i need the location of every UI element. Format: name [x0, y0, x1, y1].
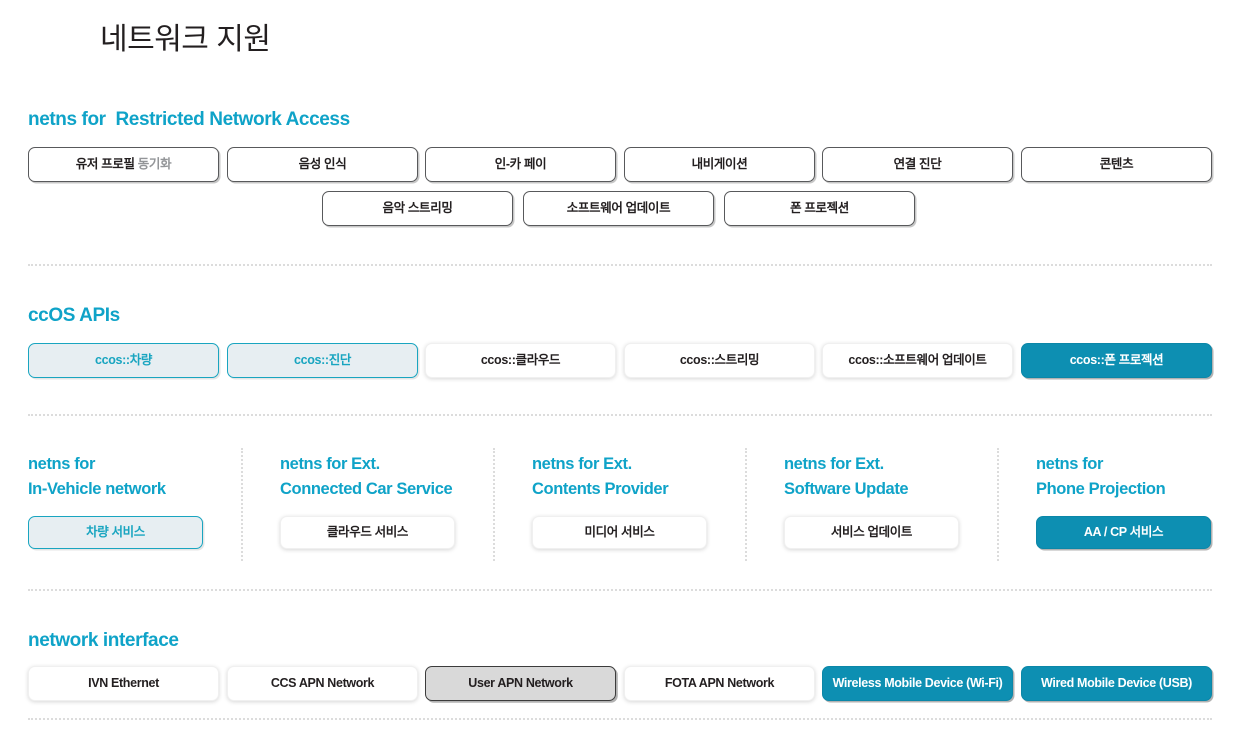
ccos-api-box-cloud[interactable]: ccos::클라우드 [425, 343, 616, 378]
netns-column-title-line1: netns for Ext. [784, 455, 884, 473]
ccos-api-box-streaming[interactable]: ccos::스트리밍 [624, 343, 815, 378]
netns-column-title-line2: Software Update [784, 480, 909, 498]
service-box-navigation[interactable]: 내비게이션 [624, 147, 815, 182]
netns-service-box-media-service[interactable]: 미디어 서비스 [532, 516, 707, 549]
netns-column-title-line1: netns for Ext. [532, 455, 632, 473]
netns-column-title-line1: netns for [28, 455, 95, 473]
netns-column-title-contents-provider: netns for Ext. Contents Provider [532, 452, 669, 502]
service-box-user-profile-sync[interactable]: 유저 프로필 동기화 [28, 147, 219, 182]
network-interface-box-ivn-ethernet[interactable]: IVN Ethernet [28, 666, 219, 701]
network-interface-box-wired-mobile-device-usb[interactable]: Wired Mobile Device (USB) [1021, 666, 1212, 701]
network-interface-box-ccs-apn-network[interactable]: CCS APN Network [227, 666, 418, 701]
ccos-api-box-diagnosis[interactable]: ccos::진단 [227, 343, 418, 378]
service-box-label: 인-카 페이 [494, 157, 547, 171]
column-divider-1 [241, 448, 243, 561]
service-box-label: 연결 진단 [893, 157, 942, 171]
service-box-label: 폰 프로젝션 [790, 201, 849, 215]
network-interface-box-fota-apn-network[interactable]: FOTA APN Network [624, 666, 815, 701]
ccos-api-label: ccos::차량 [94, 353, 153, 367]
service-box-contents[interactable]: 콘텐츠 [1021, 147, 1212, 182]
netns-column-title-line2: Phone Projection [1036, 480, 1166, 498]
service-box-label-strong: 유저 프로필 [75, 157, 135, 171]
section-divider-4 [28, 718, 1212, 720]
service-box-voice-recognition[interactable]: 음성 인식 [227, 147, 418, 182]
ccos-api-label: ccos::폰 프로젝션 [1069, 353, 1164, 367]
section-heading-ccos-apis: ccOS APIs [28, 305, 120, 326]
netns-service-box-vehicle-service[interactable]: 차량 서비스 [28, 516, 203, 549]
section-divider-1 [28, 264, 1212, 266]
service-box-phone-projection[interactable]: 폰 프로젝션 [724, 191, 915, 226]
service-box-label: 음성 인식 [298, 157, 347, 171]
service-box-label: 내비게이션 [691, 157, 748, 171]
netns-column-title-in-vehicle-network: netns for In-Vehicle network [28, 452, 166, 502]
netns-service-box-service-update[interactable]: 서비스 업데이트 [784, 516, 959, 549]
netns-column-title-line2: In-Vehicle network [28, 480, 166, 498]
service-box-label: 음악 스트리밍 [382, 201, 453, 215]
ccos-api-label: ccos::스트리밍 [679, 353, 760, 367]
network-interface-label: IVN Ethernet [88, 676, 159, 690]
service-box-software-update[interactable]: 소프트웨어 업데이트 [523, 191, 714, 226]
network-interface-label: CCS APN Network [270, 676, 375, 690]
netns-column-title-line2: Contents Provider [532, 480, 669, 498]
section-heading-network-interface: network interface [28, 630, 179, 651]
column-divider-2 [493, 448, 495, 561]
section-heading-restricted-prefix: netns for [28, 109, 106, 130]
network-interface-box-wireless-mobile-device-wifi[interactable]: Wireless Mobile Device (Wi-Fi) [822, 666, 1013, 701]
network-interface-box-user-apn-network[interactable]: User APN Network [425, 666, 616, 701]
ccos-api-label: ccos::클라우드 [480, 353, 561, 367]
column-divider-3 [745, 448, 747, 561]
ccos-api-label: ccos::진단 [293, 353, 352, 367]
service-box-label: 콘텐츠 [1099, 157, 1134, 171]
ccos-api-box-vehicle[interactable]: ccos::차량 [28, 343, 219, 378]
section-heading-restricted-rest: Restricted Network Access [115, 109, 350, 130]
netns-column-title-line1: netns for Ext. [280, 455, 380, 473]
netns-column-title-line2: Connected Car Service [280, 480, 453, 498]
network-interface-label: Wireless Mobile Device (Wi-Fi) [832, 676, 1003, 690]
ccos-api-label: ccos::소프트웨어 업데이트 [848, 353, 987, 367]
netns-service-label: 클라우드 서비스 [326, 525, 409, 539]
netns-service-label: 서비스 업데이트 [830, 525, 913, 539]
service-box-label: 소프트웨어 업데이트 [566, 201, 671, 215]
service-box-in-car-pay[interactable]: 인-카 페이 [425, 147, 616, 182]
netns-service-label: 차량 서비스 [86, 525, 145, 539]
netns-service-box-aa-cp-service[interactable]: AA / CP 서비스 [1036, 516, 1211, 549]
section-heading-restricted-network-access: netns for Restricted Network Access [28, 108, 350, 132]
netns-service-label: AA / CP 서비스 [1083, 525, 1164, 539]
netns-column-title-line1: netns for [1036, 455, 1103, 473]
network-interface-label: Wired Mobile Device (USB) [1041, 676, 1192, 690]
ccos-api-box-phone-projection[interactable]: ccos::폰 프로젝션 [1021, 343, 1212, 378]
service-box-label-soft-text: 동기화 [137, 157, 172, 171]
service-box-music-streaming[interactable]: 음악 스트리밍 [322, 191, 513, 226]
column-divider-4 [997, 448, 999, 561]
network-interface-label: User APN Network [468, 676, 573, 690]
netns-column-title-phone-projection: netns for Phone Projection [1036, 452, 1166, 502]
section-divider-2 [28, 414, 1212, 416]
network-interface-label: FOTA APN Network [664, 676, 775, 690]
netns-service-box-cloud-service[interactable]: 클라우드 서비스 [280, 516, 455, 549]
service-box-connection-diagnosis[interactable]: 연결 진단 [822, 147, 1013, 182]
page-title: 네트워크 지원 [100, 23, 271, 56]
section-divider-3 [28, 589, 1212, 591]
netns-column-title-connected-car-service: netns for Ext. Connected Car Service [280, 452, 453, 502]
netns-service-label: 미디어 서비스 [584, 525, 655, 539]
ccos-api-box-software-update[interactable]: ccos::소프트웨어 업데이트 [822, 343, 1013, 378]
netns-column-title-software-update: netns for Ext. Software Update [784, 452, 909, 502]
